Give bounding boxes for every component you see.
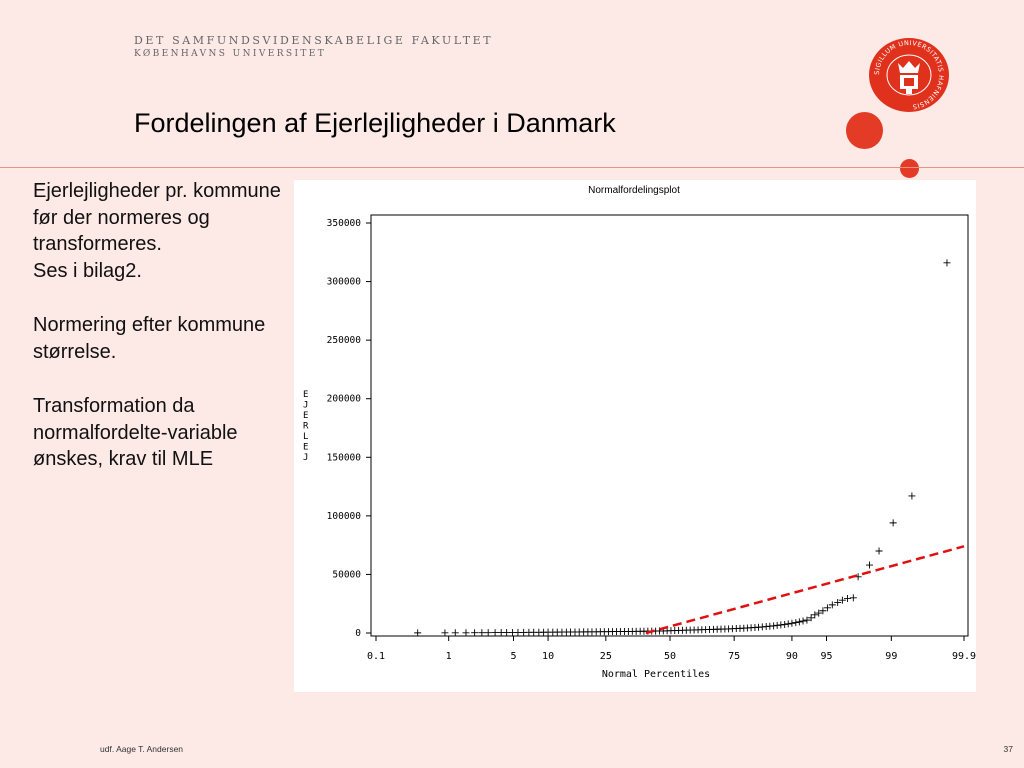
- data-point: [807, 614, 815, 622]
- x-tick-label: 0.1: [367, 651, 385, 662]
- y-tick-label: 150000: [327, 452, 362, 463]
- data-point: [770, 622, 778, 630]
- y-tick-label: 250000: [327, 335, 362, 346]
- header-divider: [0, 167, 1024, 168]
- y-tick-label: 200000: [327, 394, 362, 405]
- data-point: [414, 629, 422, 637]
- plot-canvas: Normalfordelingsplot 0 50000 100000 150000 2…: [303, 185, 976, 680]
- data-point: [788, 619, 796, 627]
- footer-author: udf. Aage T. Andersen: [100, 744, 184, 754]
- y-tick-label: 300000: [327, 277, 362, 288]
- x-tick-label: 1: [446, 651, 452, 662]
- x-tick-label: 95: [820, 651, 832, 662]
- x-tick-label: 5: [510, 651, 516, 662]
- x-axis-label: Normal Percentiles: [602, 669, 710, 680]
- data-point: [503, 629, 511, 637]
- decorative-dot-large: [846, 112, 883, 149]
- y-tick-label: 100000: [327, 511, 362, 522]
- x-tick-label: 99.9: [952, 651, 976, 662]
- data-point: [828, 601, 836, 609]
- y-tick-label: 350000: [327, 218, 362, 229]
- data-point: [844, 594, 852, 602]
- data-point: [819, 607, 827, 615]
- institution-line-1: DET SAMFUNDSVIDENSKABELIGE FAKULTET: [134, 34, 494, 47]
- institution-line-2: KØBENHAVNS UNIVERSITET: [134, 49, 327, 59]
- y-tick-label: 0: [355, 628, 361, 639]
- data-point: [865, 561, 873, 569]
- university-seal-logo: SIGILLUM UNIVERSITATIS HAFNIENSIS: [869, 38, 949, 112]
- data-point: [471, 629, 479, 637]
- bullet-item: Ses i bilag2.: [33, 259, 142, 282]
- x-tick-label: 10: [542, 651, 554, 662]
- reference-line: [645, 545, 965, 635]
- data-point: [784, 620, 792, 628]
- data-point: [462, 629, 470, 637]
- data-point: [795, 618, 803, 626]
- data-point: [889, 519, 897, 527]
- bullet-list: Ejerlejligheder pr. kommune før der norm…: [33, 178, 293, 473]
- data-point: [838, 596, 846, 604]
- decorative-dot-small: [900, 159, 919, 178]
- chart-title: Normalfordelingsplot: [588, 185, 680, 196]
- data-point: [451, 629, 459, 637]
- data-point: [803, 616, 811, 624]
- x-tick-label: 25: [600, 651, 612, 662]
- data-point: [943, 259, 951, 267]
- data-point: [777, 621, 785, 629]
- data-point: [781, 620, 789, 628]
- y-tick-label: 50000: [332, 569, 361, 580]
- normal-probability-plot: Normalfordelingsplot 0 50000 100000 150000 2…: [294, 180, 976, 692]
- data-point: [849, 594, 857, 602]
- data-point: [823, 604, 831, 612]
- data-point: [908, 492, 916, 500]
- data-point: [815, 609, 823, 617]
- slide-title: Fordelingen af Ejerlejligheder i Danmark: [134, 108, 616, 138]
- bullet-item: Normering efter kommune størrelse.: [33, 314, 266, 363]
- data-point: [792, 619, 800, 627]
- bullet-item: Transformation da normalfordelte-variabl…: [33, 395, 238, 470]
- data-point: [484, 629, 492, 637]
- bullet-item: Ejerlejligheder pr. kommune før der norm…: [33, 180, 281, 255]
- data-point: [811, 611, 819, 619]
- data-point: [875, 547, 883, 555]
- data-point: [773, 621, 781, 629]
- data-point: [799, 617, 807, 625]
- plot-frame: [370, 214, 969, 637]
- data-point: [441, 629, 449, 637]
- x-tick-label: 90: [786, 651, 798, 662]
- data-point: [491, 629, 499, 637]
- page-number: 37: [1003, 744, 1013, 754]
- data-point: [478, 629, 486, 637]
- data-point: [834, 599, 842, 607]
- x-tick-label: 50: [664, 651, 676, 662]
- x-tick-label: 99: [885, 651, 897, 662]
- x-tick-label: 75: [728, 651, 740, 662]
